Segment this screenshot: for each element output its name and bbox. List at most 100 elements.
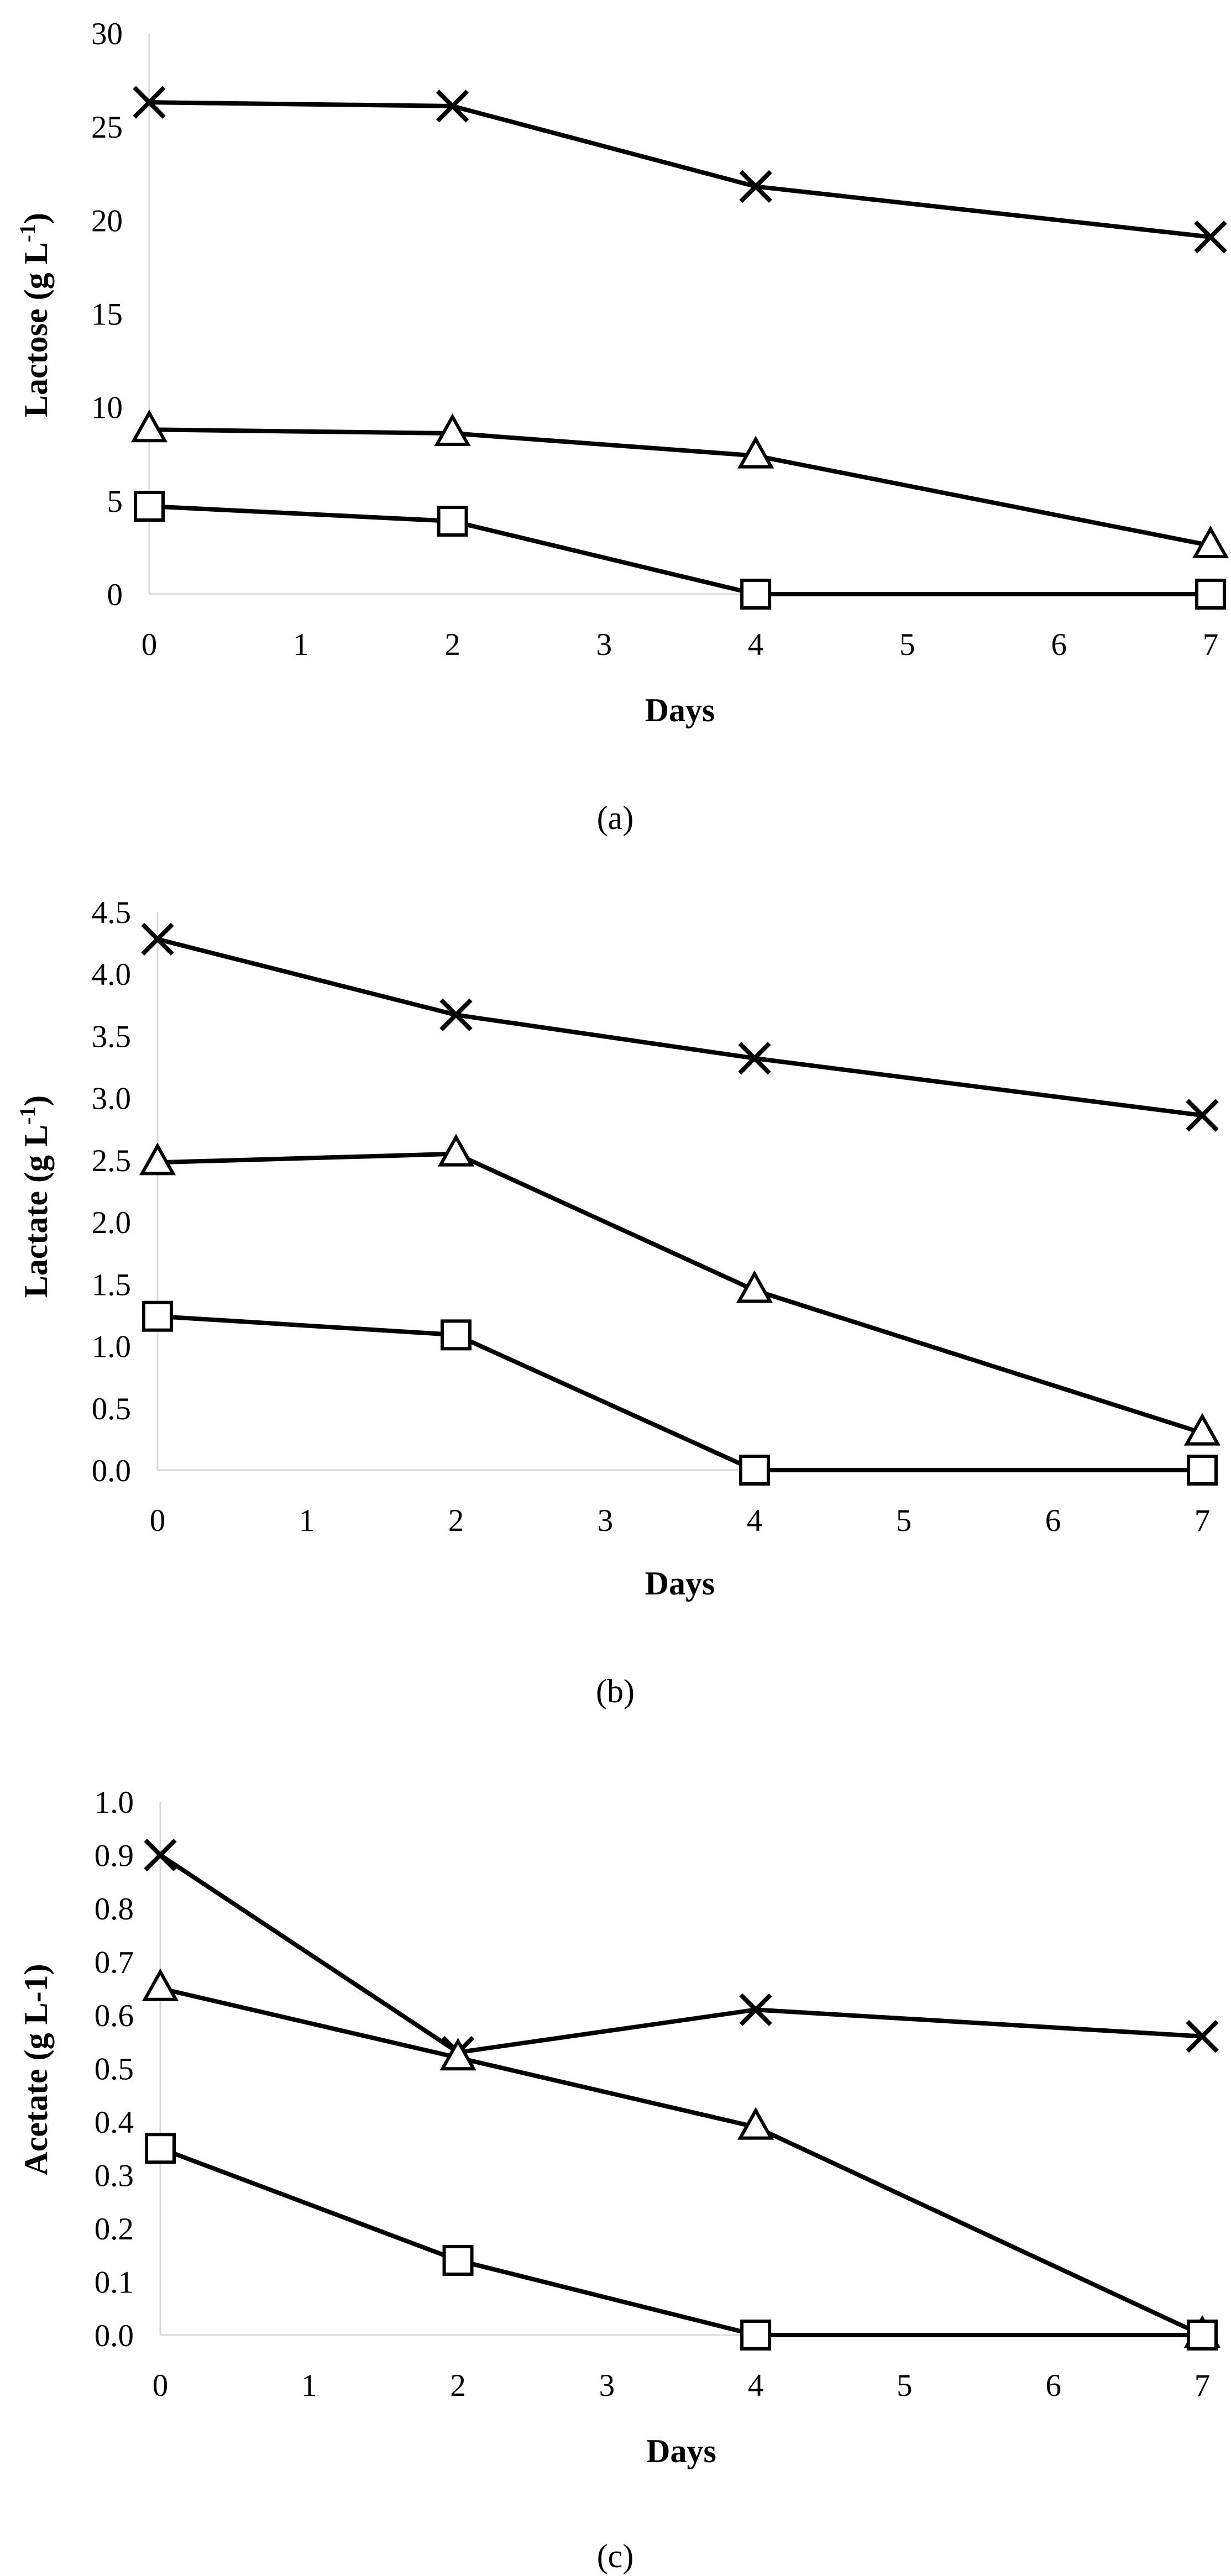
x-axis-title: Days (646, 2433, 716, 2469)
series-line-square (159, 2146, 1202, 2337)
y-tick-label: 0.5 (95, 2052, 134, 2087)
y-tick-label: 25 (91, 110, 123, 145)
y-tick-label: 5 (107, 484, 123, 519)
x-tick-label: 4 (748, 2368, 764, 2403)
x-tick-label: 3 (598, 1503, 614, 1538)
data-point-square (134, 490, 165, 522)
data-point-x (144, 1838, 177, 1872)
data-point-triangle (439, 2038, 476, 2071)
y-axis-title: Lactose (g L-1) (15, 213, 54, 417)
x-tick-label: 2 (448, 1503, 464, 1538)
data-point-x (738, 1042, 771, 1075)
data-point-x (439, 998, 473, 1031)
y-tick-label: 15 (91, 297, 123, 332)
x-tick-label: 1 (293, 627, 309, 662)
data-point-x (739, 170, 772, 203)
data-point-square (1195, 579, 1226, 610)
chart-panel-1: 0 5 10 15 20 25 30 0 1 2 3 4 5 6 7 Days Lactose (g L-1) (… (15, 17, 1229, 836)
series-line-square (157, 1314, 1202, 1472)
x-tick-label: 7 (1203, 627, 1219, 662)
y-tick-label: 2.5 (92, 1143, 131, 1178)
series-line-triangle (157, 1151, 1203, 1435)
data-point-square (740, 2320, 772, 2351)
x-tick-label: 4 (748, 627, 764, 662)
data-point-square (739, 1455, 770, 1486)
data-point-square (145, 2133, 176, 2164)
data-point-square (1187, 1455, 1218, 1486)
y-tick-label: 30 (91, 17, 123, 51)
series-line-x (159, 1853, 1203, 2055)
y-tick-label: 1.5 (92, 1267, 131, 1302)
series-line-x (157, 937, 1203, 1118)
y-tick-label: 0.1 (95, 2265, 134, 2300)
y-tick-label: 4.5 (92, 895, 131, 930)
x-tick-label: 7 (1195, 1503, 1211, 1538)
x-tick-label: 5 (896, 1503, 912, 1538)
data-point-x (141, 922, 174, 956)
y-axis-title: Lactate (g L-1) (15, 1095, 54, 1298)
y-tick-label: 0.7 (95, 1945, 134, 1980)
y-tick-label: 2.0 (92, 1205, 131, 1240)
x-tick-label: 3 (596, 627, 612, 662)
x-tick-label: 5 (899, 627, 915, 662)
data-point-x (739, 1993, 772, 2027)
x-axis-title: Days (645, 692, 715, 728)
y-axis-title: Acetate (g L-1) (18, 1964, 54, 2175)
y-tick-label: 0.0 (95, 2318, 134, 2353)
x-tick-label: 0 (153, 2368, 169, 2403)
x-tick-label: 0 (142, 627, 158, 662)
x-tick-label: 6 (1045, 2368, 1061, 2403)
y-tick-label: 10 (91, 391, 123, 426)
data-point-x (1186, 1099, 1219, 1132)
data-point-square (437, 506, 468, 537)
data-point-triangle (737, 2107, 774, 2140)
y-tick-label: 0.9 (95, 1839, 134, 1874)
x-tick-label: 1 (299, 1503, 315, 1538)
y-tick-label: 0.5 (92, 1392, 131, 1426)
y-tick-label: 0 (107, 578, 123, 612)
data-point-square (442, 2244, 474, 2276)
x-tick-label: 0 (150, 1503, 166, 1538)
data-point-triangle (736, 1270, 773, 1303)
data-point-triangle (139, 1142, 176, 1176)
series-line-triangle (160, 1986, 1203, 2337)
data-point-triangle (737, 436, 774, 469)
series-line-square (149, 503, 1211, 596)
chart-panel-3: 0.0 0.1 0.2 0.3 0.4 0.5 0.6 0.7 0.8 0.9 1.0 0 1 2 3 4 5 6… (18, 1785, 1221, 2574)
x-tick-label: 6 (1051, 627, 1067, 662)
x-tick-label: 6 (1045, 1503, 1061, 1538)
series-line-x (149, 100, 1211, 239)
x-tick-label: 5 (897, 2368, 913, 2403)
y-tick-label: 4.0 (92, 957, 131, 992)
data-point-x (1194, 221, 1227, 254)
chart-panel-2: 0.0 0.5 1.0 1.5 2.0 2.5 3.0 3.5 4.0 4.5 0 1 2 3 4 5 6 7 Da… (15, 895, 1221, 1709)
y-tick-label: 0.0 (92, 1454, 131, 1488)
data-point-x (436, 90, 469, 123)
panel-label: (c) (597, 2538, 634, 2574)
x-tick-label: 3 (599, 2368, 615, 2403)
panel-label: (a) (597, 800, 634, 836)
data-point-x (133, 86, 166, 119)
x-tick-label: 2 (444, 627, 460, 662)
y-tick-label: 3.5 (92, 1019, 131, 1054)
data-point-triangle (1183, 1413, 1221, 1446)
x-tick-label: 7 (1195, 2368, 1211, 2403)
y-tick-label: 0.3 (95, 2159, 134, 2194)
data-point-x (1186, 2019, 1219, 2053)
x-tick-label: 2 (450, 2368, 466, 2403)
data-point-triangle (130, 410, 168, 443)
data-point-square (1187, 2320, 1218, 2351)
y-tick-label: 0.4 (95, 2105, 134, 2140)
y-tick-label: 20 (91, 203, 123, 238)
x-tick-label: 4 (747, 1503, 763, 1538)
x-tick-label: 1 (301, 2368, 317, 2403)
data-point-triangle (437, 1134, 475, 1167)
y-tick-label: 0.2 (95, 2212, 134, 2247)
series-line-triangle (149, 427, 1211, 548)
x-axis-title: Days (645, 1565, 715, 1602)
y-tick-label: 0.8 (95, 1892, 134, 1927)
y-tick-label: 1.0 (95, 1785, 134, 1820)
data-point-triangle (142, 1968, 179, 2001)
y-tick-label: 3.0 (92, 1082, 131, 1116)
